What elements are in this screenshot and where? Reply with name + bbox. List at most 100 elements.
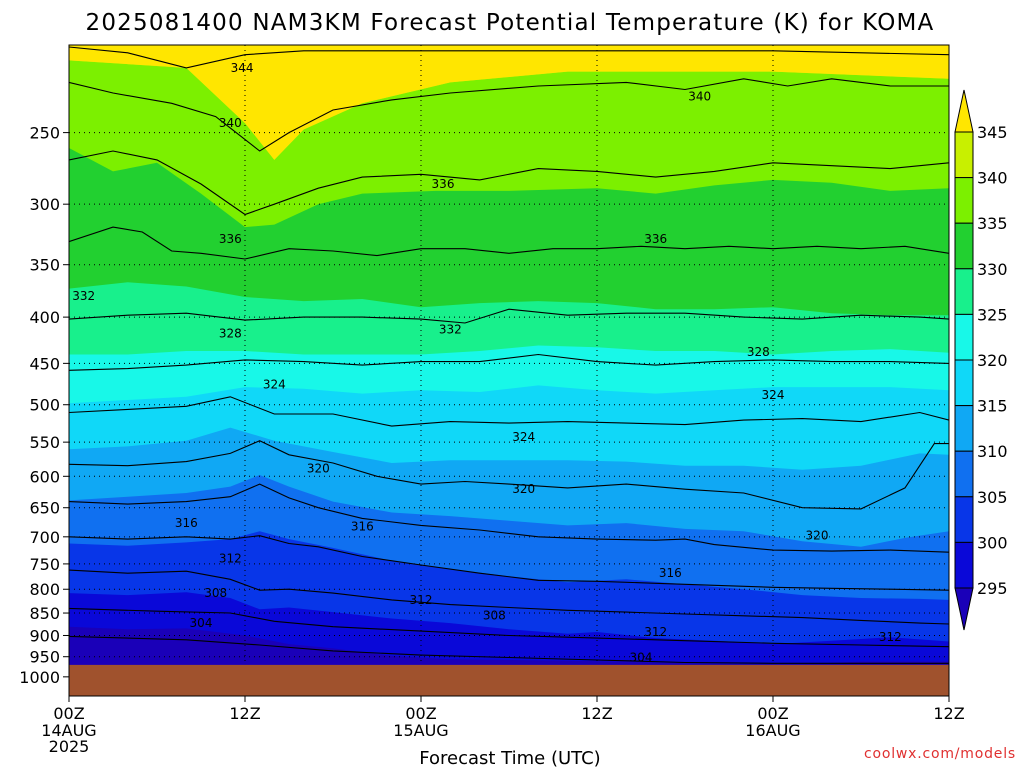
y-tick-label: 250	[29, 124, 60, 143]
contour-label: 316	[351, 520, 374, 534]
contour-label: 308	[204, 586, 227, 600]
colorbar-band	[954, 450, 974, 498]
y-tick-label: 450	[29, 354, 60, 373]
y-tick-label: 950	[29, 648, 60, 667]
colorbar-label: 295	[977, 579, 1008, 598]
colorbar-arrow-bottom	[954, 587, 974, 631]
x-tick-label: 12Z	[229, 704, 260, 723]
x-tick-sublabel: 16AUG	[745, 721, 800, 740]
x-axis-label: Forecast Time (UTC)	[419, 748, 600, 768]
y-tick-label: 350	[29, 256, 60, 275]
contour-label: 340	[688, 89, 711, 103]
colorbar-arrow-top	[954, 89, 974, 133]
colorbar-label: 305	[977, 488, 1008, 507]
contour-label: 324	[263, 378, 286, 392]
y-tick-label: 650	[29, 499, 60, 518]
contour-labels: 344 340 340 336 336 336 332 332 328 328 324 324 324 3…	[72, 61, 902, 665]
isotherm-308	[69, 535, 949, 591]
colorbar-label: 320	[977, 351, 1008, 370]
contour-label: 304	[630, 651, 653, 665]
x-tick-label: 00Z	[405, 704, 436, 723]
y-tick-label: 550	[29, 433, 60, 452]
plot-area: 344 340 340 336 336 336 332 332 328 328 324 324 324 3…	[69, 45, 949, 696]
colorbar-band	[954, 405, 974, 452]
contour-label: 312	[410, 593, 433, 607]
colorbar-band	[954, 541, 974, 589]
x-tick-label: 12Z	[581, 704, 612, 723]
colorbar-label: 345	[977, 123, 1008, 142]
color-fill-layer	[69, 45, 949, 696]
contour-label: 320	[806, 529, 829, 543]
colorbar-band	[954, 177, 974, 224]
contour-label: 328	[219, 326, 242, 340]
isotherm-324	[69, 353, 949, 371]
contour-label: 308	[483, 608, 506, 622]
colorbar: 345 340 335 330 325 320 315 310 305 300 295	[954, 89, 1008, 631]
contour-label: 328	[747, 345, 770, 359]
isotherm-344	[69, 46, 949, 69]
isotherm-328	[69, 308, 949, 324]
contour-label: 312	[219, 552, 242, 566]
y-tick-label: 850	[29, 604, 60, 623]
isotherm-300	[69, 607, 949, 648]
contour-label: 332	[72, 289, 95, 303]
y-tick-label: 750	[29, 555, 60, 574]
contour-label: 344	[231, 61, 254, 75]
colorbar-band	[954, 222, 974, 270]
x-tick-label: 12Z	[933, 704, 964, 723]
isotherm-332	[69, 226, 949, 260]
y-tick-label: 700	[29, 528, 60, 547]
y-tick-label: 800	[29, 580, 60, 599]
isotherm-312	[69, 483, 949, 553]
ground-surface	[69, 664, 949, 696]
isotherm-316	[69, 440, 949, 510]
contour-label: 304	[190, 616, 213, 630]
contour-label: 320	[307, 461, 330, 475]
isotherm-304	[69, 569, 949, 625]
colorbar-label: 315	[977, 397, 1008, 416]
colorbar-label: 335	[977, 214, 1008, 233]
x-tick-label: 00Z	[53, 704, 84, 723]
contour-label: 312	[879, 630, 902, 644]
colorbar-band	[954, 131, 974, 179]
plot-frame	[68, 44, 950, 697]
colorbar-band	[954, 496, 974, 543]
contour-label: 316	[175, 516, 198, 530]
y-tick-label: 600	[29, 467, 60, 486]
y-axis: 250 300 350 400 450 500 550 600 650 700 750 800 850 9…	[19, 124, 69, 687]
isotherm-340	[69, 78, 949, 152]
isotherm-contours	[69, 46, 949, 664]
contour-label: 324	[762, 388, 785, 402]
zone-fill-345-plus	[69, 45, 949, 160]
isotherm-296	[69, 635, 949, 664]
isotherm-320	[69, 396, 949, 427]
contour-label: 336	[219, 232, 242, 246]
x-tick-sublabel: 15AUG	[393, 721, 448, 740]
contour-label: 312	[644, 625, 667, 639]
colorbar-label: 325	[977, 305, 1008, 324]
contour-label: 324	[512, 430, 535, 444]
colorbar-band	[954, 268, 974, 315]
x-tick-label: 00Z	[757, 704, 788, 723]
y-tick-label: 1000	[19, 668, 60, 687]
colorbar-label: 300	[977, 533, 1008, 552]
y-tick-label: 400	[29, 308, 60, 327]
isotherm-336	[69, 150, 949, 216]
y-tick-label: 500	[29, 396, 60, 415]
contour-label: 320	[512, 482, 535, 496]
x-tick-sublabel: 2025	[49, 737, 90, 756]
colorbar-band	[954, 313, 974, 361]
credit-text: coolwx.com/models	[864, 746, 1016, 762]
colorbar-label: 310	[977, 442, 1008, 461]
y-tick-label: 900	[29, 626, 60, 645]
colorbar-label: 340	[977, 169, 1008, 188]
chart-title: 2025081400 NAM3KM Forecast Potential Tem…	[86, 10, 935, 36]
contour-label: 332	[439, 323, 462, 337]
contour-label: 336	[432, 177, 455, 191]
contour-label: 336	[644, 232, 667, 246]
y-tick-label: 300	[29, 195, 60, 214]
contour-label: 316	[659, 566, 682, 580]
colorbar-band	[954, 359, 974, 407]
